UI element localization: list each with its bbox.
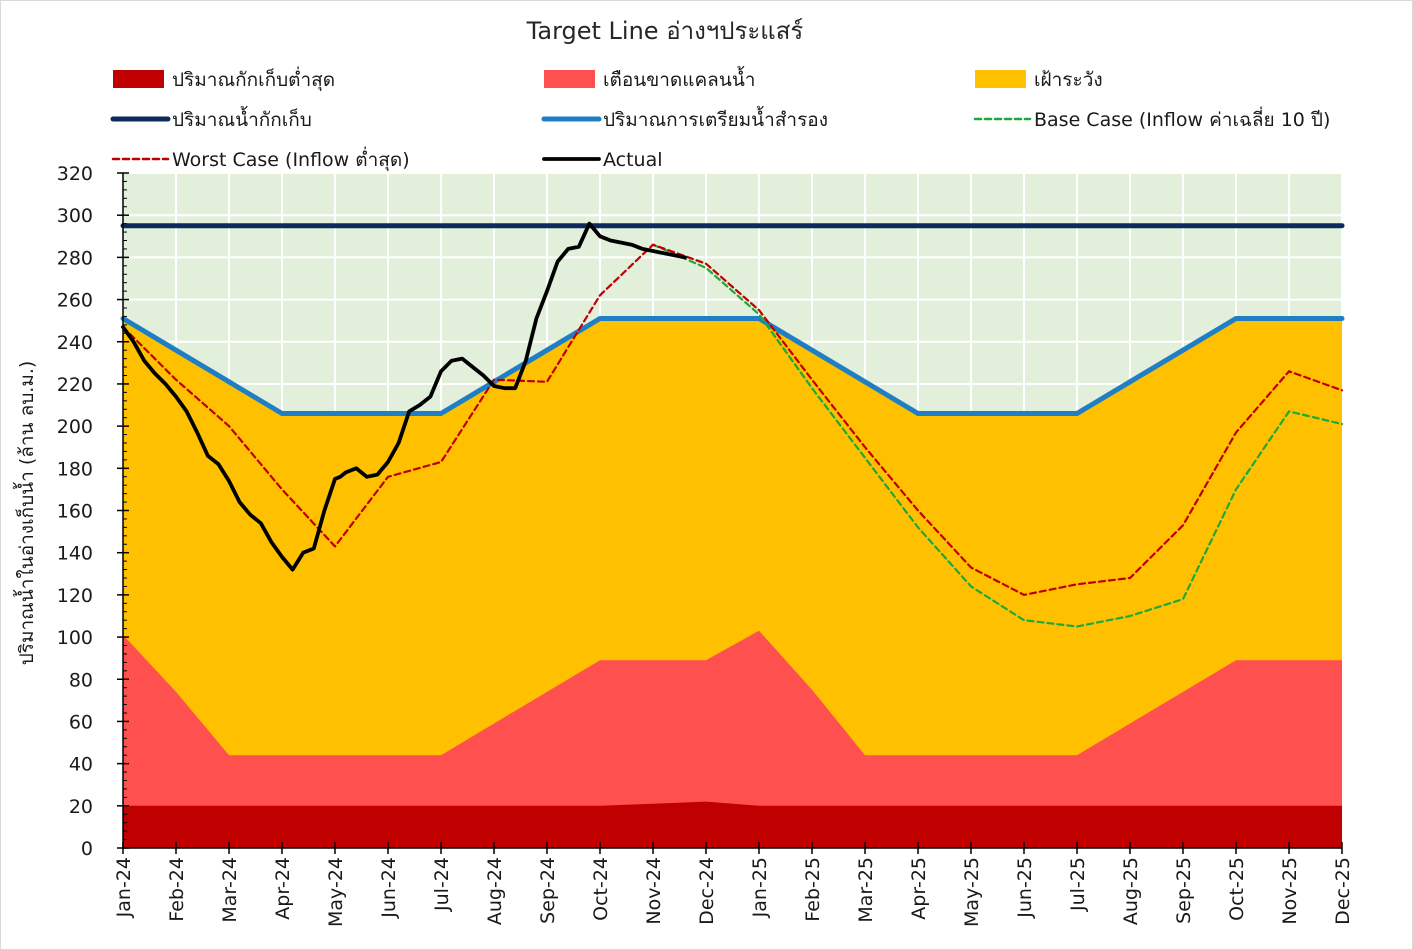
legend-minimum: ปริมาณกักเก็บต่ำสุด <box>113 66 335 92</box>
x-tick-label-sep-24: Sep-24 <box>537 857 559 924</box>
y-tick-label: 220 <box>57 374 93 396</box>
y-tick-label: 60 <box>69 711 93 733</box>
worst-case-line <box>121 243 1344 597</box>
y-tick-label: 280 <box>57 247 93 269</box>
y-tick-label: 20 <box>69 796 93 818</box>
x-tick-label-mar-25: Mar-25 <box>855 857 877 923</box>
x-tick-label-dec-24: Dec-24 <box>696 857 718 925</box>
y-tick-label: 0 <box>81 838 93 860</box>
x-tick-label-aug-24: Aug-24 <box>484 857 506 925</box>
area-warning <box>123 318 1342 848</box>
y-tick-label: 240 <box>57 332 93 354</box>
legend-swatch <box>544 70 595 88</box>
base-case-line <box>651 243 1344 628</box>
x-tick-label-jan-24: Jan-24 <box>113 857 135 918</box>
legend-label: เตือนขาดแคลนน้ำ <box>603 66 755 91</box>
x-tick-label-may-24: May-24 <box>325 857 347 927</box>
legend-label: Actual <box>603 149 663 171</box>
y-tick-label: 120 <box>57 585 93 607</box>
legend-worst-case: Worst Case (Inflow ต่ำสุด) <box>111 146 410 172</box>
legend-label: Worst Case (Inflow ต่ำสุด) <box>172 146 410 172</box>
actual-line <box>121 221 687 572</box>
x-tick-label-nov-25: Nov-25 <box>1279 857 1301 925</box>
y-tick-label: 200 <box>57 416 93 438</box>
reserve-line <box>120 316 1345 416</box>
legend-base-case: Base Case (Inflow ค่าเฉลี่ย 10 ปี) <box>973 106 1330 131</box>
y-tick-label: 300 <box>57 205 93 227</box>
x-tick-label-apr-25: Apr-25 <box>908 857 930 920</box>
y-tick-label: 160 <box>57 501 93 523</box>
legend-shortage: เตือนขาดแคลนน้ำ <box>544 66 755 91</box>
x-tick-label-feb-25: Feb-25 <box>802 857 824 922</box>
legend-swatch <box>975 70 1026 88</box>
x-tick-label-nov-24: Nov-24 <box>643 857 665 925</box>
legend-reserve: ปริมาณการเตรียมน้ำสำรอง <box>541 106 828 131</box>
legend-warning: เฝ้าระวัง <box>975 69 1103 91</box>
legend-label: ปริมาณกักเก็บต่ำสุด <box>172 66 335 92</box>
x-tick-label-apr-24: Apr-24 <box>272 857 294 920</box>
x-tick-label-oct-25: Oct-25 <box>1226 857 1248 921</box>
x-tick-label-sep-25: Sep-25 <box>1173 857 1195 924</box>
plot-area: 0 20 40 60 80 100 120 140 160 180 200 220 240 260 280 3… <box>57 163 1354 927</box>
x-tick-label-jul-25: Jul-25 <box>1067 857 1089 912</box>
y-tick-label: 80 <box>69 669 93 691</box>
legend-label: Base Case (Inflow ค่าเฉลี่ย 10 ปี) <box>1034 106 1330 131</box>
x-tick-label-mar-24: Mar-24 <box>219 857 241 923</box>
x-tick-label-jan-25: Jan-25 <box>749 857 771 918</box>
y-tick-label: 40 <box>69 754 93 776</box>
x-tick-label-oct-24: Oct-24 <box>590 857 612 921</box>
area-shortage <box>123 630 1342 848</box>
chart-title: Target Line อ่างฯประแสร์ <box>526 17 804 45</box>
legend-label: เฝ้าระวัง <box>1034 69 1103 91</box>
x-tick-label-feb-24: Feb-24 <box>166 857 188 922</box>
legend-storage: ปริมาณน้ำกักเก็บ <box>110 106 312 131</box>
y-tick-label: 320 <box>57 163 93 185</box>
x-tick-label-aug-25: Aug-25 <box>1120 857 1142 925</box>
x-tick-label-dec-25: Dec-25 <box>1332 857 1354 925</box>
x-tick-label-may-25: May-25 <box>961 857 983 927</box>
area-minimum <box>123 801 1342 848</box>
legend-actual: Actual <box>542 149 663 171</box>
x-tick-label-jun-25: Jun-25 <box>1014 857 1036 919</box>
legend-label: ปริมาณการเตรียมน้ำสำรอง <box>603 106 828 131</box>
y-tick-label: 180 <box>57 458 93 480</box>
legend: ปริมาณกักเก็บต่ำสุด เตือนขาดแคลนน้ำ เฝ้าระ… <box>110 66 1330 172</box>
legend-swatch <box>113 70 164 88</box>
y-axis-label: ปริมาณน้ำในอ่างเก็บน้ำ (ล้าน ลบ.ม.) <box>13 361 38 666</box>
x-tick-label-jun-24: Jun-24 <box>378 857 400 919</box>
x-tick-label-jul-24: Jul-24 <box>431 857 453 912</box>
legend-label: ปริมาณน้ำกักเก็บ <box>172 106 312 131</box>
y-tick-label: 100 <box>57 627 93 649</box>
y-tick-label: 260 <box>57 290 93 312</box>
y-tick-label: 140 <box>57 543 93 565</box>
